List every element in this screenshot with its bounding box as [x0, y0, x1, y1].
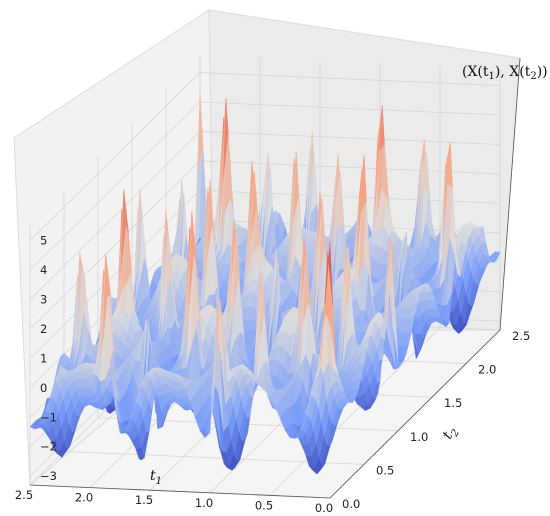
- z-tick-label: 0: [40, 381, 47, 395]
- z-tick-labels: −3 −2 −1 0 1 2 3 4 5: [40, 234, 57, 484]
- z-tick-label: 4: [40, 263, 47, 277]
- x-tick-label: 1.0: [195, 496, 213, 510]
- x-tick-label: 2.5: [15, 488, 33, 502]
- y-axis-label: t2: [440, 424, 462, 444]
- z-axis-label: (X(t1), X(t2)): [462, 64, 548, 82]
- z-tick-label: 2: [40, 322, 47, 336]
- x-tick-label: 2.0: [75, 491, 93, 505]
- z-tick-label: −2: [40, 440, 57, 454]
- x-tick-label: 0.5: [255, 498, 273, 512]
- z-axis-line: [499, 57, 521, 331]
- y-tick-label: 2.0: [478, 363, 496, 377]
- z-tick-label: −3: [40, 469, 57, 483]
- y-axis-line: [329, 329, 501, 499]
- surface-facet: [324, 241, 333, 307]
- y-tick-label: 1.0: [410, 430, 428, 444]
- z-tick-label: −1: [40, 410, 57, 424]
- x-axis-label: t1: [150, 468, 162, 487]
- z-tick-label: 3: [40, 293, 47, 307]
- surface: [29, 90, 501, 475]
- y-tick-labels: 0.0 0.5 1.0 1.5 2.0 2.5: [342, 329, 530, 511]
- z-tick-label: 5: [40, 234, 47, 248]
- x-tick-label: 1.5: [135, 493, 153, 507]
- y-tick-label: 2.5: [512, 329, 530, 343]
- x-tick-label: 0.0: [315, 501, 333, 515]
- z-tick-label: 1: [40, 351, 47, 365]
- z-grid-line: [29, 72, 501, 241]
- y-tick-label: 1.5: [444, 396, 462, 410]
- x-tick-labels: 0.0 0.5 1.0 1.5 2.0 2.5: [15, 488, 333, 515]
- x-axis-line: [29, 484, 331, 499]
- y-tick-label: 0.0: [342, 497, 360, 511]
- y-tick-label: 0.5: [376, 463, 394, 477]
